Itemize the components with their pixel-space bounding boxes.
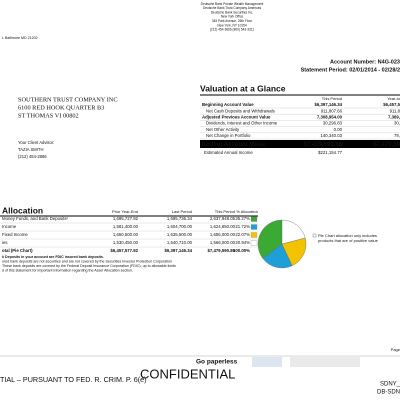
bates-id: DB-SDN [377, 390, 400, 396]
section-title: Allocation [2, 205, 43, 215]
ending-bar [200, 140, 400, 148]
bates-id: SDNY_ [380, 382, 400, 388]
ending-label: Ending Account Value [202, 142, 266, 148]
allocation-label: Money Funds, and Bank Deposits² [2, 216, 68, 221]
confidential-stamp: CONFIDENTIAL [140, 366, 235, 381]
address-line: ST THOMAS VI 00802 [18, 112, 79, 119]
advisor-name: TAZIA SMITH [18, 147, 44, 152]
valuation-label: Net Other Activity [206, 127, 240, 132]
legend-swatch [250, 224, 258, 230]
column-header: Year-to [387, 96, 400, 101]
column-header: Last Period [172, 209, 192, 214]
valuation-ytd: 79, [394, 133, 400, 138]
valuation-label: Beginning Account Value [202, 102, 254, 107]
bank-header-line: (212) 454-3666 (800) 543-3311 [210, 28, 254, 32]
allocation-pct: 22.07% [235, 232, 250, 237]
valuation-ytd: 911,8 [390, 108, 400, 113]
allocation-label: ies [2, 240, 8, 245]
confidential-legend: TIAL – PURSUANT TO FED. R. CRIM. P. 6(e) [0, 375, 147, 384]
note-line: These bank deposits are covered by the F… [2, 264, 176, 268]
advisor-label: Your Client Advisor: [18, 140, 54, 145]
total-label: otal (Pie Chart) [2, 248, 33, 253]
valuation-ytd: 7,369, [388, 115, 400, 120]
allocation-last: 1,504,700.00 [167, 224, 193, 229]
pie-slice [281, 219, 306, 245]
section-title: Valuation at a Glance [200, 83, 286, 93]
bank-header-line: 345 Park Avenue, 26th Floor [212, 19, 253, 23]
bank-header-line: Deutsche Bank Securities Inc. [211, 10, 254, 14]
allocation-this: 2,637,948.05 [210, 216, 236, 221]
allocation-prior: 1,581,400.00 [113, 224, 139, 229]
allocation-last: 1,540,710.00 [167, 240, 193, 245]
valuation-this: 7,308,954.00 [317, 115, 343, 120]
valuation-this: 0.00 [334, 127, 343, 132]
column-header: Prior Year-End [112, 209, 138, 214]
allocation-label: Income [2, 224, 17, 229]
valuation-label: Net Change in Portfolio [206, 133, 251, 138]
valuation-ytd: 30, [394, 121, 400, 126]
note-line: d of this statement for important inform… [2, 268, 133, 272]
total-pct: 100.00% [233, 248, 250, 253]
allocation-last: 1,695,736.34 [167, 216, 193, 221]
column-header: This Period [215, 209, 235, 214]
legend-swatch [250, 232, 258, 238]
legend-swatch [250, 240, 258, 246]
allocation-pct: 20.94% [235, 240, 250, 245]
valuation-label: Dividends, Interest and Other Income [206, 121, 278, 126]
bank-header-line: Deutsche Bank Private Wealth Management [201, 2, 264, 6]
allocation-prior: 1,695,727.92 [113, 216, 139, 221]
allocation-label: Fixed Income [2, 232, 28, 237]
total-prior: $6,457,577.92 [111, 248, 139, 253]
address-line: SOUTHERN TRUST COMPANY INC [18, 96, 118, 103]
valuation-this: 30,296.83 [323, 121, 343, 126]
valuation-this: $6,397,146.34 [315, 102, 343, 107]
logo-block [290, 357, 360, 367]
sender-address: L Baltimore MD 21202 [2, 36, 38, 40]
ending-this: $7,479,590.86 [304, 142, 343, 148]
page-number: Page [391, 347, 400, 352]
address-line: 6100 RED HOOK QUARTER B3 [18, 104, 104, 111]
statement-period: Statement Period: 02/01/2014 - 02/28/2 [301, 67, 400, 73]
allocation-pct: 21.72% [235, 224, 250, 229]
pie-slice [262, 243, 293, 269]
pie-slice [281, 237, 307, 266]
column-header: This Period [322, 96, 342, 101]
pie-slice [257, 219, 283, 259]
allocation-pct: 35.27% [235, 216, 250, 221]
pie-note: products that are of positive value [318, 238, 379, 243]
bank-header-line: New York, NY 10154 [217, 23, 247, 27]
account-number: Account Number: N4G-023 [330, 59, 400, 65]
total-this: $7,479,590.86 [208, 248, 236, 253]
valuation-this: 911,807.66 [321, 108, 343, 113]
pie-note: Pie Chart allocation only includes [318, 233, 377, 238]
valuation-label: Adjusted Previous Account Value [202, 115, 271, 120]
estimated-label: Estimated Annual Income [204, 150, 253, 155]
valuation-this: 140,340.03 [320, 133, 342, 138]
pie-note-marker [312, 233, 317, 238]
allocation-prior: 1,650,500.00 [113, 232, 139, 237]
allocation-this: 1,656,000.00 [210, 232, 236, 237]
allocation-this: 1,624,650.00 [210, 224, 236, 229]
allocation-last: 1,635,500.00 [167, 232, 193, 237]
valuation-label: Net Cash Deposits and Withdrawals [206, 108, 275, 113]
bank-header-line: New York Office [221, 15, 244, 19]
allocation-this: 1,566,000.00 [210, 240, 236, 245]
column-header: % Allocation [236, 209, 258, 214]
ending-ytd: $7,479,59 [373, 142, 400, 148]
note-line: k Deposits in your account are FDIC insu… [2, 255, 104, 259]
allocation-prior: 1,530,450.00 [113, 240, 139, 245]
legend-swatch [250, 216, 258, 222]
paperless-logo: Go paperless [196, 359, 238, 366]
total-last: $6,397,146.34 [165, 248, 193, 253]
advisor-phone: (212) 454-2866 [18, 154, 47, 159]
note-line: ured bank deposits are not securities an… [2, 259, 172, 263]
logo-block [252, 357, 282, 367]
valuation-ytd: $6,457,5 [383, 102, 400, 107]
estimated-value: $221,154.77 [318, 150, 343, 155]
bank-header-line: Deutsche Bank Trust Company Americas [203, 6, 262, 10]
